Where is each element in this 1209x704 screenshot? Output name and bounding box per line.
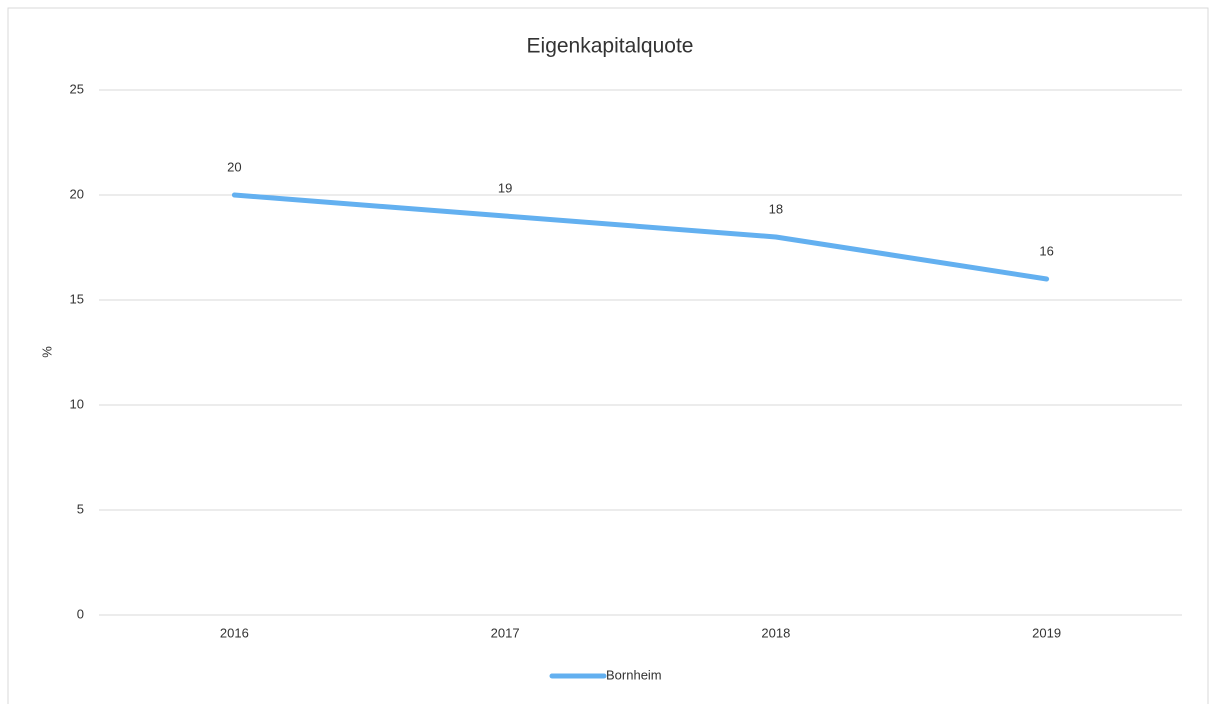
y-tick-label: 5 — [77, 501, 84, 516]
x-tick-label: 2017 — [491, 625, 520, 640]
y-tick-label: 25 — [70, 81, 84, 96]
x-tick-label: 2016 — [220, 625, 249, 640]
chart-frame — [7, 7, 1209, 704]
data-label: 20 — [227, 159, 241, 174]
data-label: 16 — [1039, 243, 1053, 258]
y-tick-label: 20 — [70, 186, 84, 201]
legend-label: Bornheim — [606, 667, 662, 682]
data-label: 19 — [498, 180, 512, 195]
y-tick-label: 15 — [70, 291, 84, 306]
x-tick-label: 2019 — [1032, 625, 1061, 640]
y-tick-label: 0 — [77, 606, 84, 621]
y-axis-label: % — [39, 346, 54, 358]
x-tick-label: 2018 — [761, 625, 790, 640]
data-label: 18 — [769, 201, 783, 216]
y-tick-label: 10 — [70, 396, 84, 411]
chart-title: Eigenkapitalquote — [527, 35, 694, 58]
line-series — [231, 192, 1050, 282]
